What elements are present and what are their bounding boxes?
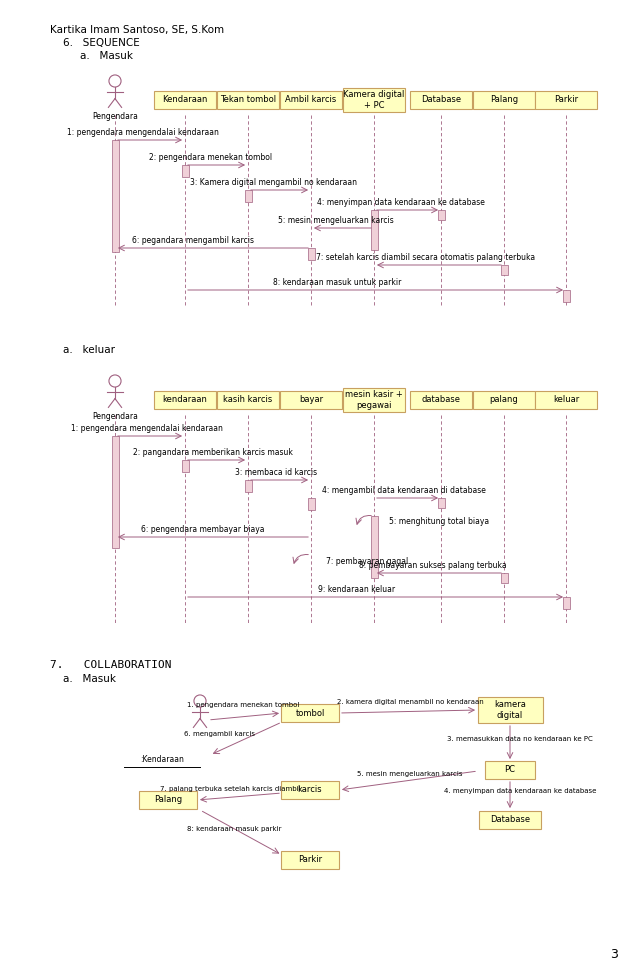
Text: mesin kasir +
pegawai: mesin kasir + pegawai [345,390,403,410]
Text: palang: palang [489,395,518,404]
Text: 8: kendaraan masuk parkir: 8: kendaraan masuk parkir [187,826,281,832]
Text: 5: mesin mengeluarkan karcis: 5: mesin mengeluarkan karcis [278,216,394,225]
Text: a.   Masuk: a. Masuk [80,51,133,61]
Text: a.   Masuk: a. Masuk [63,674,116,684]
FancyBboxPatch shape [281,704,339,722]
FancyBboxPatch shape [535,91,597,109]
Text: keluar: keluar [553,395,579,404]
FancyBboxPatch shape [371,210,378,250]
Text: Kamera digital
+ PC: Kamera digital + PC [343,91,404,109]
FancyBboxPatch shape [563,290,570,302]
FancyBboxPatch shape [308,498,315,510]
Text: 4: mengambil data kendaraan di database: 4: mengambil data kendaraan di database [322,486,486,495]
FancyBboxPatch shape [343,88,405,112]
FancyBboxPatch shape [112,140,119,252]
Text: a.   keluar: a. keluar [63,345,115,355]
FancyBboxPatch shape [308,248,315,260]
Text: Database: Database [421,96,461,104]
FancyBboxPatch shape [410,391,472,409]
Text: Pengendara: Pengendara [92,412,138,421]
Text: 1. pengendara menekan tombol: 1. pengendara menekan tombol [187,702,299,708]
FancyBboxPatch shape [244,480,251,492]
FancyBboxPatch shape [485,761,535,779]
Text: 1: pengendara mengendalai kendaraan: 1: pengendara mengendalai kendaraan [71,424,223,433]
Text: 3: 3 [610,948,618,961]
FancyBboxPatch shape [500,265,507,275]
Text: kasih karcis: kasih karcis [223,395,272,404]
FancyBboxPatch shape [154,391,216,409]
Text: 7.   COLLABORATION: 7. COLLABORATION [50,660,172,670]
Text: Kartika Imam Santoso, SE, S.Kom: Kartika Imam Santoso, SE, S.Kom [50,25,224,35]
FancyBboxPatch shape [410,91,472,109]
FancyBboxPatch shape [473,91,535,109]
FancyBboxPatch shape [479,811,541,829]
FancyBboxPatch shape [438,498,445,508]
Text: 8: kendaraan masuk untuk parkir: 8: kendaraan masuk untuk parkir [273,278,401,287]
Text: tombol: tombol [295,709,325,717]
FancyBboxPatch shape [477,697,542,723]
FancyBboxPatch shape [500,573,507,583]
Text: 3: Kamera digital mengambil no kendaraan: 3: Kamera digital mengambil no kendaraan [189,178,357,187]
Text: 7. palang terbuka setelah karcis diambil: 7. palang terbuka setelah karcis diambil [160,786,300,792]
FancyBboxPatch shape [535,391,597,409]
Text: PC: PC [505,765,516,775]
Text: 5. mesin mengeluarkan karcis: 5. mesin mengeluarkan karcis [357,771,463,777]
FancyBboxPatch shape [181,165,188,177]
Text: :Kendaraan: :Kendaraan [140,755,184,764]
Text: 4. menyimpan data kendaraan ke database: 4. menyimpan data kendaraan ke database [444,788,596,794]
FancyBboxPatch shape [438,210,445,220]
FancyBboxPatch shape [217,91,279,109]
FancyBboxPatch shape [217,391,279,409]
Text: kamera
digital: kamera digital [494,701,526,719]
FancyBboxPatch shape [154,91,216,109]
Text: 3: membaca id karcis: 3: membaca id karcis [235,468,318,477]
Text: 6.   SEQUENCE: 6. SEQUENCE [63,38,140,48]
FancyBboxPatch shape [280,91,342,109]
Text: 2: pengendara menekan tombol: 2: pengendara menekan tombol [149,153,272,162]
Text: Palang: Palang [490,96,518,104]
Text: database: database [422,395,461,404]
FancyBboxPatch shape [181,460,188,472]
Text: 6. mengambil karcis: 6. mengambil karcis [184,731,255,737]
Text: 9: kendaraan keluar: 9: kendaraan keluar [318,585,395,594]
Text: Database: Database [490,816,530,825]
Text: 2: pangandara memberikan karcis masuk: 2: pangandara memberikan karcis masuk [133,448,293,457]
FancyBboxPatch shape [563,597,570,609]
FancyBboxPatch shape [139,791,197,809]
Text: Kendaraan: Kendaraan [162,96,208,104]
Text: Parkir: Parkir [298,856,322,865]
Text: 5: menghitung total biaya: 5: menghitung total biaya [389,517,489,526]
Text: 1: pengendara mengendalai kendaraan: 1: pengendara mengendalai kendaraan [67,128,219,137]
Text: 6: pengendara membayar biaya: 6: pengendara membayar biaya [142,525,265,534]
Text: 8: pembayaran sukses palang terbuka: 8: pembayaran sukses palang terbuka [359,561,507,570]
Text: Parkir: Parkir [554,96,578,104]
Text: 3. memasukkan data no kendaraan ke PC: 3. memasukkan data no kendaraan ke PC [447,736,593,742]
Text: Palang: Palang [154,795,182,804]
Text: bayar: bayar [299,395,323,404]
FancyBboxPatch shape [112,436,119,548]
FancyBboxPatch shape [371,516,378,578]
Text: karcis: karcis [298,786,322,794]
Text: Tekan tombol: Tekan tombol [220,96,276,104]
Text: 7: pembayaran gagal: 7: pembayaran gagal [326,556,408,565]
FancyBboxPatch shape [281,781,339,799]
FancyBboxPatch shape [343,388,405,412]
FancyBboxPatch shape [280,391,342,409]
Text: Pengendara: Pengendara [92,112,138,121]
FancyBboxPatch shape [473,391,535,409]
Text: kendaraan: kendaraan [163,395,207,404]
Text: 2. kamera digital menambil no kendaraan: 2. kamera digital menambil no kendaraan [337,699,484,705]
Text: 4: menyimpan data kendaraan ke database: 4: menyimpan data kendaraan ke database [317,198,485,207]
FancyBboxPatch shape [281,851,339,869]
Text: Ambil karcis: Ambil karcis [285,96,337,104]
Text: 7: setelah karcis diambil secara otomatis palang terbuka: 7: setelah karcis diambil secara otomati… [316,253,535,262]
Text: 6: pegandara mengambil karcis: 6: pegandara mengambil karcis [133,236,255,245]
FancyBboxPatch shape [244,190,251,202]
